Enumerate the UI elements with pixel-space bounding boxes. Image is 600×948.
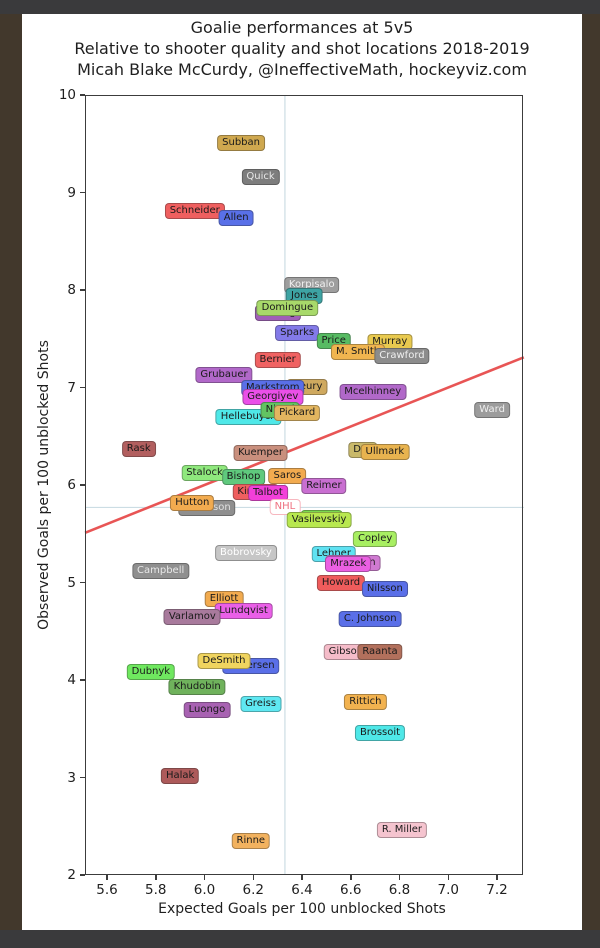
x-axis-label: Expected Goals per 100 unblocked Shots [158, 901, 446, 917]
goalie-label-mcelhinney: Mcelhinney [339, 384, 407, 401]
x-tick-label: 6.8 [388, 882, 411, 898]
goalie-label-copley: Copley [352, 530, 398, 547]
x-tick-mark [350, 875, 352, 880]
goalie-label-talbot: Talbot [248, 484, 288, 501]
y-tick-label: 9 [67, 184, 76, 201]
goalie-label-mrazek: Mrazek [325, 555, 372, 572]
chart-title: Goalie performances at 5v5 [190, 18, 414, 37]
y-tick-label: 8 [67, 282, 76, 298]
chart-subtitle: Relative to shooter quality and shot loc… [74, 39, 530, 58]
y-tick-label: 5 [67, 574, 76, 591]
goalie-label-reimer: Reimer [301, 477, 347, 494]
goalie-label-khudobin: Khudobin [168, 678, 226, 695]
y-tick-mark [80, 289, 85, 291]
y-tick-label: 2 [67, 867, 76, 883]
x-tick-label: 6.4 [291, 882, 313, 898]
goalie-label-r-miller: R. Miller [376, 822, 428, 839]
goalie-label-pickard: Pickard [274, 404, 321, 421]
y-tick-mark [80, 679, 85, 681]
y-tick-label: 4 [67, 672, 76, 688]
x-tick-mark [447, 875, 449, 880]
goalie-label-raanta: Raanta [357, 643, 403, 660]
x-tick-label: 5.8 [145, 882, 167, 898]
goalie-label-rittich: Rittich [344, 694, 387, 711]
x-tick-label: 6.2 [242, 882, 264, 898]
goalie-label-rinne: Rinne [231, 832, 271, 849]
goalie-label-ward: Ward [474, 401, 510, 418]
goalie-label-varlamov: Varlamov [163, 608, 221, 625]
y-tick-label: 7 [67, 379, 76, 396]
x-tick-label: 6.6 [340, 882, 362, 898]
goalie-label-howard: Howard [316, 575, 366, 592]
right-border-band [582, 14, 600, 930]
y-tick-mark [80, 484, 85, 486]
chart-credit: Micah Blake McCurdy, @IneffectiveMath, h… [77, 60, 527, 79]
x-tick-mark [301, 875, 303, 880]
goalie-label-crawford: Crawford [374, 348, 430, 365]
goalie-label-rask: Rask [121, 440, 156, 457]
goalie-label-halak: Halak [160, 767, 200, 784]
left-border-band [0, 14, 22, 930]
goalie-label-domingue: Domingue [256, 299, 319, 316]
y-tick-mark [80, 874, 85, 876]
x-tick-mark [203, 875, 206, 880]
x-tick-mark [398, 875, 401, 880]
x-tick-label: 6.0 [193, 882, 216, 898]
x-tick-mark [155, 875, 157, 880]
goalie-label-luongo: Luongo [183, 702, 231, 719]
x-tick-label: 5.6 [96, 882, 118, 898]
goalie-label-bernier: Bernier [254, 352, 301, 369]
y-tick-label: 3 [67, 769, 76, 786]
y-tick-mark [80, 581, 85, 584]
chart-figure: Goalie performances at 5v5 Relative to s… [22, 14, 582, 930]
goalie-label-kuemper: Kuemper [233, 444, 289, 461]
goalie-label-brossoit: Brossoit [354, 724, 406, 741]
chart-title-block: Goalie performances at 5v5 Relative to s… [22, 17, 582, 80]
goalie-label-subban: Subban [217, 134, 265, 151]
goalie-label-campbell: Campbell [131, 562, 190, 579]
goalie-label-quick: Quick [241, 168, 280, 185]
goalie-label-c-johnson: C. Johnson [338, 610, 402, 627]
x-tick-label: 7.2 [486, 882, 508, 898]
goalie-label-bobrovsky: Bobrovsky [215, 545, 277, 562]
goalie-label-bishop: Bishop [221, 469, 266, 486]
goalie-label-hutton: Hutton [170, 494, 215, 511]
goalie-label-lundqvist: Lundqvist [214, 602, 273, 619]
y-tick-mark [80, 776, 85, 779]
identity-trend-line [84, 356, 525, 534]
y-tick-mark [80, 386, 85, 389]
goalie-label-allen: Allen [218, 209, 254, 226]
goalie-label-vasilevskiy: Vasilevskiy [286, 512, 352, 529]
x-tick-mark [252, 875, 254, 880]
goalie-label-dubnyk: Dubnyk [126, 664, 176, 681]
goalie-label-ullmark: Ullmark [360, 443, 410, 460]
goalie-label-nhl: NHL [269, 499, 301, 516]
plot-area-border [85, 95, 523, 875]
y-tick-mark [80, 94, 85, 96]
y-tick-label: 10 [58, 87, 76, 103]
y-tick-mark [80, 191, 85, 194]
y-tick-label: 6 [67, 477, 76, 493]
goalie-label-grubauer: Grubauer [195, 366, 253, 383]
x-tick-mark [106, 875, 108, 880]
goalie-label-desmith: DeSmith [197, 653, 251, 670]
goalie-label-nilsson: Nilsson [361, 581, 408, 598]
goalie-label-schneider: Schneider [164, 203, 225, 220]
y-axis-label: Observed Goals per 100 unblocked Shots [36, 340, 52, 630]
x-tick-label: 7.0 [437, 882, 459, 898]
goalie-label-saros: Saros [268, 468, 307, 485]
x-tick-mark [496, 875, 498, 880]
goalie-label-greiss: Greiss [240, 696, 282, 713]
goalie-label-sparks: Sparks [275, 324, 320, 341]
